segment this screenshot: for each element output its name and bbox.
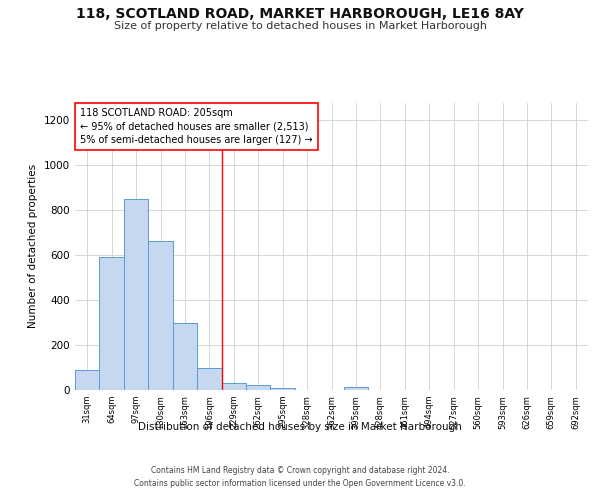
Y-axis label: Number of detached properties: Number of detached properties [28,164,38,328]
Bar [148,240,173,390]
Text: Contains HM Land Registry data © Crown copyright and database right 2024.
Contai: Contains HM Land Registry data © Crown c… [134,466,466,487]
Bar [344,386,368,390]
Bar [124,199,148,390]
Text: 118 SCOTLAND ROAD: 205sqm
← 95% of detached houses are smaller (2,513)
5% of sem: 118 SCOTLAND ROAD: 205sqm ← 95% of detac… [80,108,313,144]
Bar [75,370,100,390]
Bar [100,258,124,390]
Bar [173,322,197,390]
Text: Distribution of detached houses by size in Market Harborough: Distribution of detached houses by size … [138,422,462,432]
Text: Size of property relative to detached houses in Market Harborough: Size of property relative to detached ho… [113,21,487,31]
Bar [246,385,271,390]
Bar [221,384,246,390]
Bar [271,388,295,390]
Text: 118, SCOTLAND ROAD, MARKET HARBOROUGH, LE16 8AY: 118, SCOTLAND ROAD, MARKET HARBOROUGH, L… [76,8,524,22]
Bar [197,368,221,390]
